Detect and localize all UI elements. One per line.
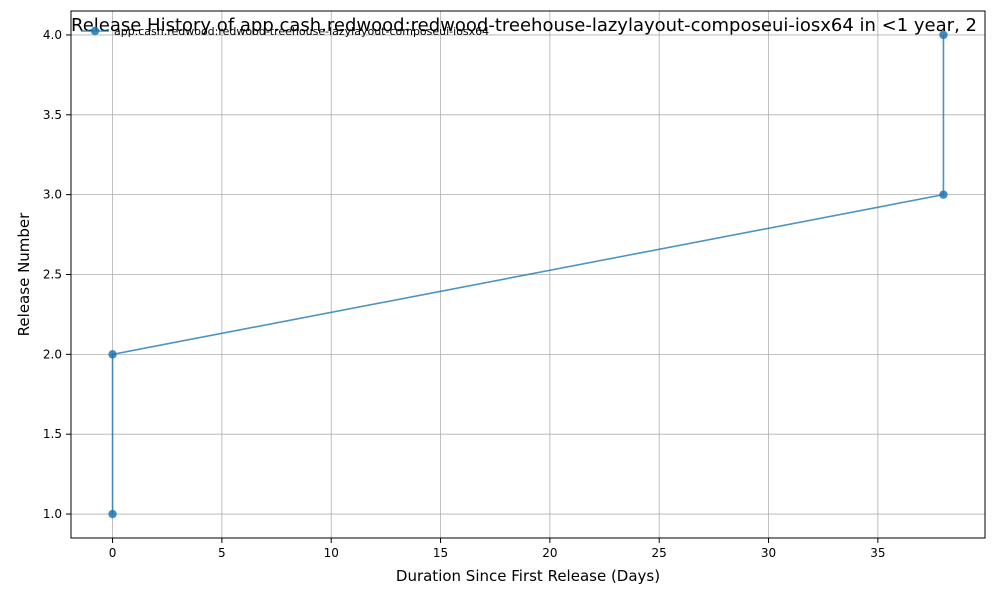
y-tick-label: 3.5 [43,108,62,122]
data-point [108,509,117,519]
tick-layer: 0 5 10 15 20 25 30 35 1.0 1.5 2.0 2.5 3.0 3.5 4.0 [43,28,886,560]
x-tick-label: 20 [542,546,557,560]
y-tick-label: 3.0 [43,188,62,202]
x-tick-label: 30 [761,546,776,560]
legend-marker [90,26,100,36]
data-point [108,350,117,359]
x-tick-label: 0 [109,546,117,560]
series-line [111,34,945,515]
x-axis-label: Duration Since First Release (Days) [396,567,660,585]
x-tick-label: 25 [652,546,667,560]
y-tick-label: 2.0 [43,347,62,361]
legend: app.cash.redwood:redwood-treehouse-lazyl… [81,25,489,38]
chart-title: Release History of app.cash.redwood:redw… [71,15,977,36]
x-tick-label: 5 [218,546,226,560]
y-tick-label: 1.5 [43,427,62,441]
y-axis-label: Release Number [15,212,33,336]
y-tick-label: 1.0 [43,507,62,521]
y-tick-label: 2.5 [43,268,62,282]
series-layer [108,30,948,519]
data-point [939,30,948,40]
x-tick-label: 10 [324,546,339,560]
x-tick-label: 35 [870,546,885,560]
data-point [939,190,948,199]
y-tick-label: 4.0 [43,28,62,42]
x-tick-label: 15 [433,546,448,560]
grid-lines [71,11,985,538]
legend-label: app.cash.redwood:redwood-treehouse-lazyl… [114,25,489,38]
